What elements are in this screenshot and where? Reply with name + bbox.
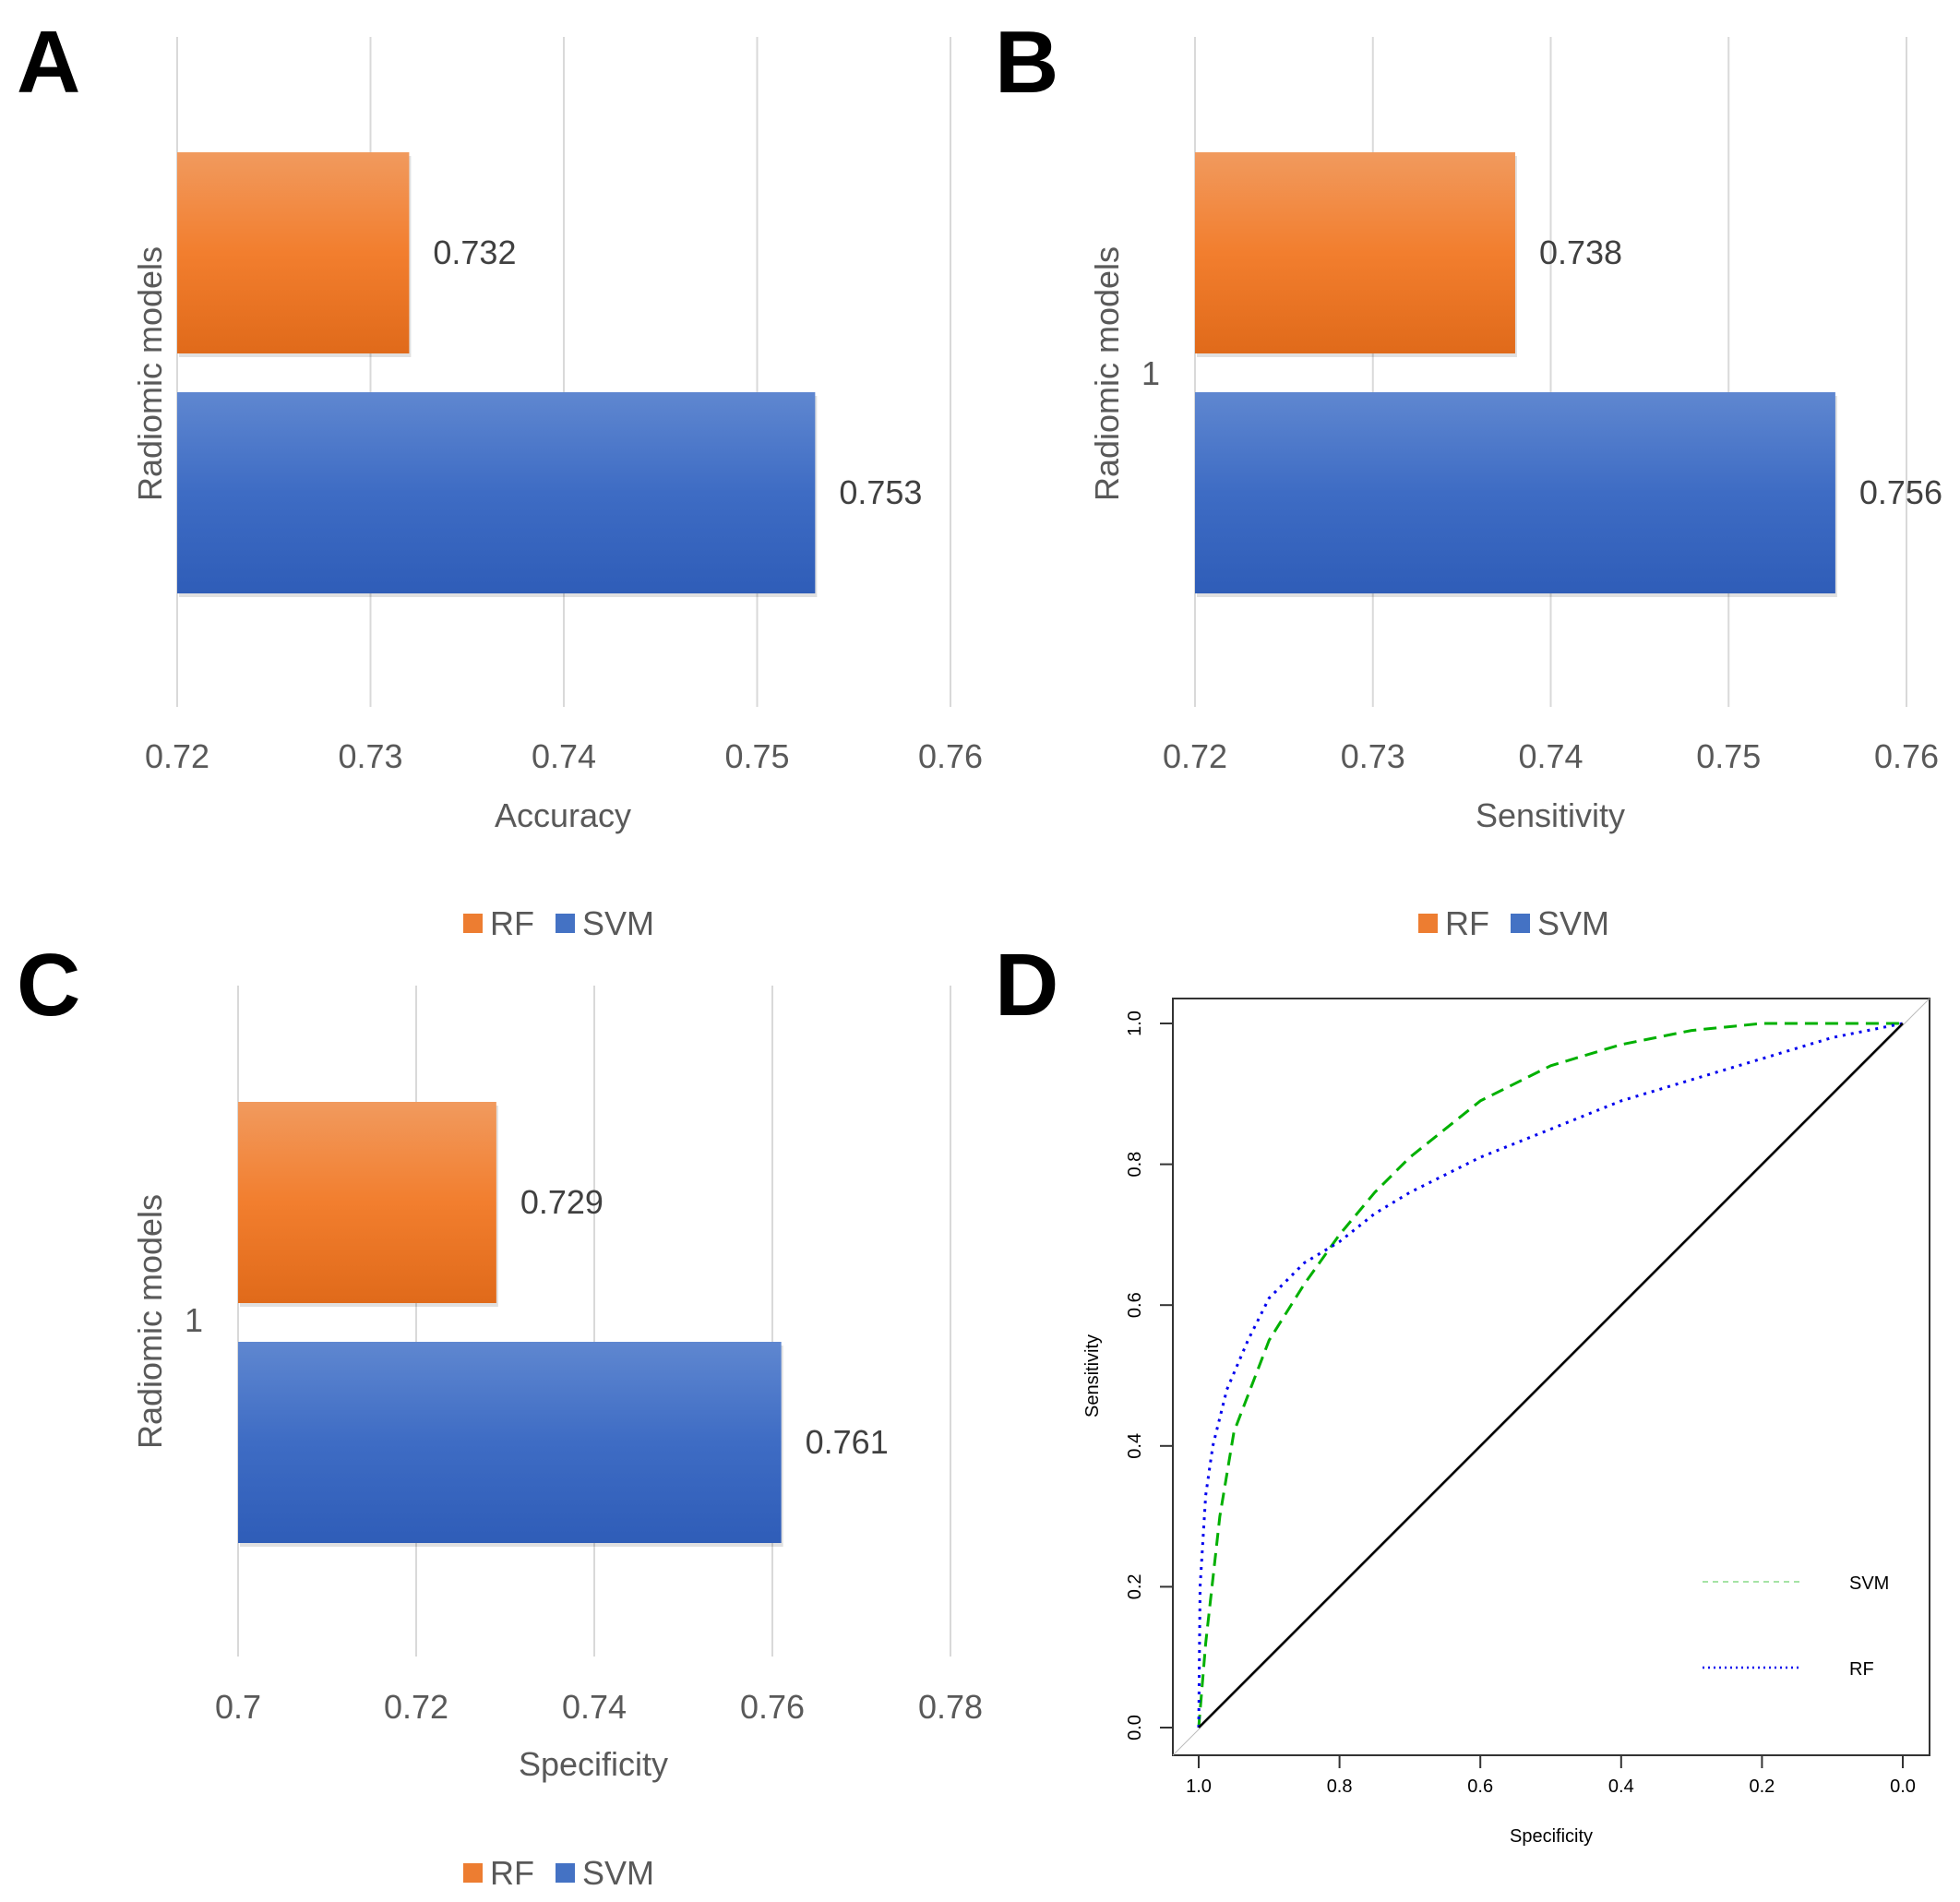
legend-label-svm: SVM bbox=[582, 1854, 654, 1892]
plot-frame bbox=[1172, 998, 1930, 1756]
y-tick-label: 0.0 bbox=[1125, 1715, 1145, 1741]
legend-label-rf: RF bbox=[1849, 1659, 1874, 1680]
bar-rf bbox=[1195, 152, 1515, 353]
panel-letter-d: D bbox=[995, 936, 1058, 1035]
x-tick-label: 0.76 bbox=[740, 1688, 805, 1726]
panel-letter-a: A bbox=[17, 13, 80, 112]
legend-label-svm: SVM bbox=[1849, 1573, 1889, 1594]
x-tick-label: 0.74 bbox=[1518, 737, 1583, 775]
x-tick-label: 0.76 bbox=[1874, 737, 1939, 775]
y-tick-label: 1.0 bbox=[1125, 1011, 1145, 1036]
data-label-svm: 0.761 bbox=[806, 1423, 889, 1461]
bar-rf bbox=[238, 1102, 496, 1303]
legend: RF SVM bbox=[463, 904, 654, 942]
x-tick-label: 0.2 bbox=[1749, 1776, 1775, 1797]
x-tick-label: 0.72 bbox=[1163, 737, 1227, 775]
y-axis-title: Radiomic models bbox=[1088, 246, 1126, 501]
data-label-svm: 0.753 bbox=[839, 473, 922, 511]
x-tick-label: 1.0 bbox=[1186, 1776, 1212, 1797]
legend-swatch-rf bbox=[463, 1863, 483, 1883]
bar-svm bbox=[1195, 392, 1835, 593]
legend-label-rf: RF bbox=[490, 904, 534, 942]
x-tick-label: 0.75 bbox=[1696, 737, 1761, 775]
y-tick-label: 0.2 bbox=[1125, 1573, 1145, 1599]
chart-panel-roc: 1.0 0.8 0.6 0.4 0.2 0.0 0.0 0.2 0.4 0.6 0.8 1.0 Spe… bbox=[1082, 998, 1930, 1847]
data-label-svm: 0.756 bbox=[1859, 473, 1942, 511]
bar-svm bbox=[177, 392, 816, 593]
legend: RF SVM bbox=[463, 1854, 654, 1892]
chart-panel-specificity: 0.729 0.761 0.7 0.72 0.74 0.76 0.78 1 Radiomi… bbox=[131, 986, 983, 1892]
data-label-rf: 0.729 bbox=[520, 1183, 604, 1221]
x-tick-label: 0.6 bbox=[1467, 1776, 1493, 1797]
chart-panel-accuracy: 0.732 0.753 0.72 0.73 0.74 0.75 0.76 Radiomic… bbox=[131, 37, 983, 942]
y-axis-title: Radiomic models bbox=[131, 246, 169, 501]
x-axis-title: Sensitivity bbox=[1476, 796, 1625, 834]
y-axis-title: Sensitivity bbox=[1082, 1334, 1103, 1418]
x-tick-label: 0.4 bbox=[1608, 1776, 1634, 1797]
bar-svm bbox=[238, 1342, 782, 1543]
x-axis-title: Specificity bbox=[1510, 1826, 1593, 1847]
legend-swatch-svm bbox=[556, 914, 575, 933]
data-label-rf: 0.738 bbox=[1539, 233, 1622, 271]
y-tick-label: 0.6 bbox=[1125, 1292, 1145, 1318]
legend-swatch-svm bbox=[556, 1863, 575, 1883]
data-label-rf: 0.732 bbox=[433, 233, 516, 271]
legend-label-rf: RF bbox=[490, 1854, 534, 1892]
legend-label-svm: SVM bbox=[1537, 904, 1609, 942]
x-tick-label: 0.78 bbox=[918, 1688, 983, 1726]
x-tick-label: 0.74 bbox=[562, 1688, 627, 1726]
x-tick-label: 0.73 bbox=[1341, 737, 1405, 775]
y-tick-label: 0.4 bbox=[1125, 1433, 1145, 1459]
x-tick-label: 0.72 bbox=[384, 1688, 448, 1726]
bar-rf bbox=[177, 152, 410, 353]
legend-swatch-rf bbox=[1418, 914, 1438, 933]
x-tick-label: 0.8 bbox=[1327, 1776, 1353, 1797]
x-tick-label: 0.74 bbox=[532, 737, 596, 775]
legend: RF SVM bbox=[1418, 904, 1609, 942]
legend-label-rf: RF bbox=[1445, 904, 1489, 942]
x-axis-title: Accuracy bbox=[495, 796, 631, 834]
x-tick-label: 0.76 bbox=[918, 737, 983, 775]
chart-panel-sensitivity: 0.738 0.756 0.72 0.73 0.74 0.75 0.76 1 Radiom… bbox=[1088, 37, 1942, 942]
x-tick-label: 0.75 bbox=[724, 737, 789, 775]
legend-swatch-rf bbox=[463, 914, 483, 933]
x-tick-label: 0.0 bbox=[1890, 1776, 1916, 1797]
y-tick-label: 0.8 bbox=[1125, 1152, 1145, 1178]
legend: SVM RF bbox=[1703, 1573, 1889, 1680]
x-tick-label: 0.72 bbox=[145, 737, 209, 775]
y-axis-title: Radiomic models bbox=[131, 1194, 169, 1449]
roc-line-svm bbox=[1197, 1022, 1903, 1729]
legend-label-svm: SVM bbox=[582, 904, 654, 942]
x-axis-title: Specificity bbox=[519, 1745, 668, 1783]
legend-swatch-svm bbox=[1511, 914, 1530, 933]
category-label: 1 bbox=[185, 1301, 203, 1339]
frame-diagonal bbox=[1172, 998, 1930, 1756]
x-tick-label: 0.7 bbox=[215, 1688, 261, 1726]
panel-letter-b: B bbox=[995, 13, 1058, 112]
roc-line-reference bbox=[1198, 1023, 1904, 1729]
panel-letter-c: C bbox=[17, 936, 80, 1035]
category-label: 1 bbox=[1141, 354, 1160, 392]
x-tick-label: 0.73 bbox=[338, 737, 402, 775]
